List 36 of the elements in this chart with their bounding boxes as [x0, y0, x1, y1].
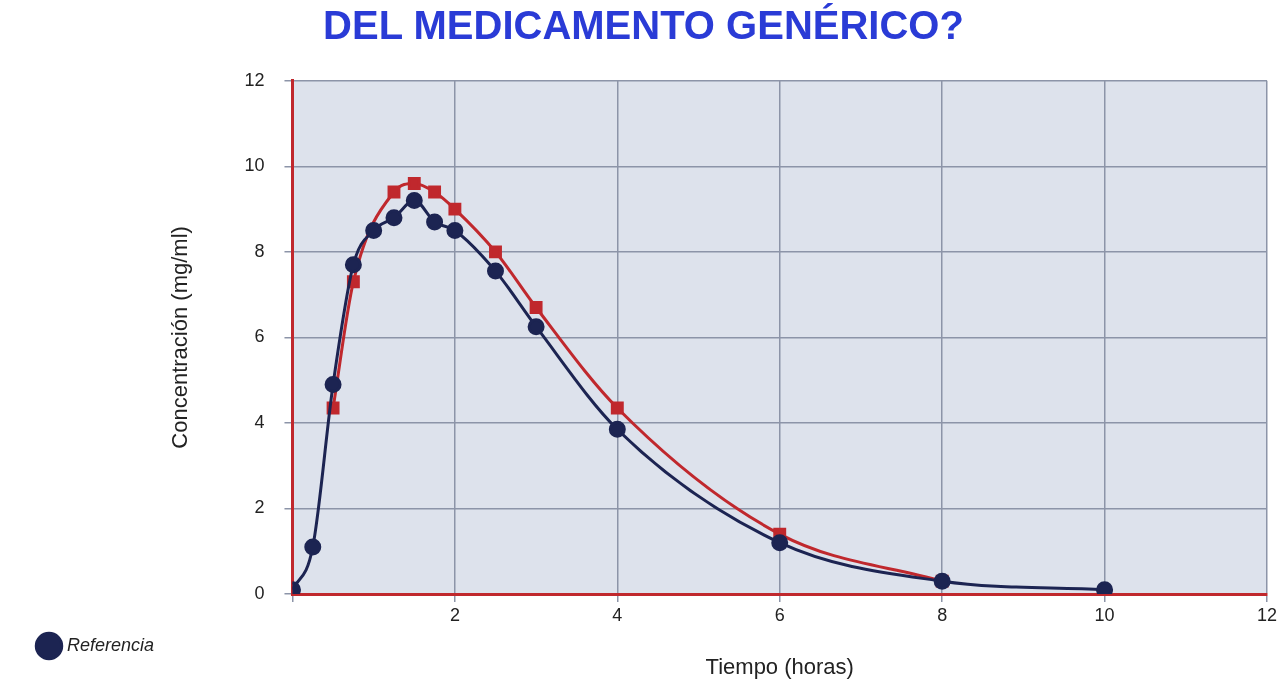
point	[448, 202, 462, 216]
y-tick-label: 6	[254, 326, 265, 347]
point	[324, 375, 342, 393]
point	[610, 401, 624, 415]
y-tick-label: 8	[254, 240, 265, 261]
point	[428, 185, 442, 199]
chart-title: DEL MEDICAMENTO GENÉRICO?	[322, 2, 965, 49]
point	[489, 245, 502, 259]
x-tick-label: 12	[1256, 604, 1278, 625]
point	[344, 256, 362, 274]
point	[365, 221, 383, 239]
point	[407, 176, 421, 190]
x-tick-label: 10	[1094, 604, 1115, 625]
y-tick-label: 4	[254, 411, 265, 432]
y-tick-label: 0	[254, 582, 265, 603]
x-tick-label: 8	[937, 604, 948, 625]
point	[426, 213, 444, 231]
x-axis-title: Tiempo (horas)	[705, 653, 854, 679]
point	[387, 185, 401, 199]
point	[446, 221, 464, 239]
point	[529, 301, 543, 314]
point	[527, 318, 545, 336]
y-tick-label: 10	[244, 155, 265, 176]
y-tick-label: 2	[254, 497, 265, 518]
y-axis-title: Concentración (mg/ml)	[167, 226, 193, 449]
point	[304, 538, 322, 556]
x-tick-label: 4	[612, 604, 623, 625]
point	[487, 262, 504, 280]
point	[405, 192, 423, 210]
point	[608, 420, 626, 438]
legend-label: Referencia	[67, 635, 155, 655]
x-tick-label: 6	[774, 604, 785, 625]
x-tick-label: 2	[449, 604, 460, 625]
y-tick-label: 12	[244, 69, 265, 90]
point	[771, 534, 789, 552]
point	[385, 209, 403, 227]
